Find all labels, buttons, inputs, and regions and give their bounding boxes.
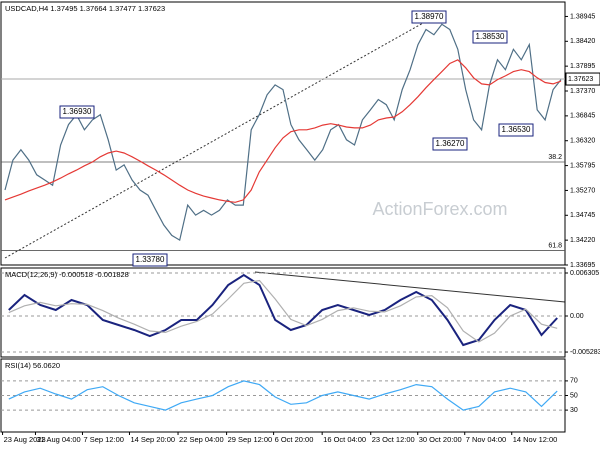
panel-frame [0, 1, 566, 266]
series-line [8, 380, 558, 411]
x-tick-label: 14 Nov 12:00 [513, 435, 558, 444]
y-tick-label: 1.38420 [570, 38, 595, 45]
x-tick-label: 30 Oct 20:00 [419, 435, 462, 444]
annotation-box [132, 253, 168, 267]
y-tick-label: 0.00 [570, 313, 584, 320]
annotation: 1.38970 [415, 12, 444, 21]
annotation-box [411, 10, 447, 24]
x-tick-label: 23 Oct 12:00 [372, 435, 415, 444]
trend-line [4, 17, 433, 259]
annotation: 1.33780 [136, 255, 165, 264]
annotation-box [472, 30, 508, 44]
macd-trend-line [254, 271, 566, 303]
y-tick-label: 1.34220 [570, 237, 595, 244]
y-tick-label: 30 [570, 407, 578, 414]
last-price-label: 1.37623 [568, 76, 593, 83]
series-line [8, 279, 558, 343]
x-tick-label: 7 Sep 12:00 [83, 435, 123, 444]
annotation: 1.36930 [63, 107, 92, 116]
fib-label: 38.2 [548, 154, 562, 161]
series-line [8, 273, 558, 347]
y-tick-label: 1.36320 [570, 138, 595, 145]
annotation-box [59, 105, 95, 119]
y-tick-label: -0.005283 [570, 349, 600, 356]
panel-title: USDCAD,H4 1.37495 1.37664 1.37477 1.3762… [5, 4, 165, 13]
annotation: 1.36270 [436, 139, 465, 148]
y-tick-label: 70 [570, 378, 578, 385]
panel-frame [0, 267, 566, 358]
x-tick-label: 16 Oct 04:00 [323, 435, 366, 444]
y-tick-label: 1.33695 [570, 262, 595, 269]
x-tick-label: 29 Sep 12:00 [228, 435, 273, 444]
annotation-box [432, 137, 468, 151]
y-tick-label: 1.37895 [570, 63, 595, 70]
annotation: 1.36530 [502, 125, 531, 134]
y-tick-label: 1.35795 [570, 162, 595, 169]
y-tick-label: 1.38945 [570, 13, 595, 20]
y-tick-label: 1.35270 [570, 187, 595, 194]
panel-title: MACD(12,26,9) -0.000518 -0.001828 [5, 270, 129, 279]
x-tick-label: 6 Oct 20:00 [275, 435, 314, 444]
x-tick-label: 14 Sep 20:00 [130, 435, 175, 444]
panel-title: RSI(14) 56.0620 [5, 361, 60, 370]
last-price-box [565, 72, 600, 86]
annotation: 1.38530 [476, 32, 505, 41]
fib-label: 61.8 [548, 242, 562, 249]
x-tick-label: 22 Sep 04:00 [179, 435, 224, 444]
series-line [4, 59, 562, 203]
x-tick-label: 31 Aug 04:00 [36, 435, 80, 444]
y-tick-label: 50 [570, 392, 578, 399]
watermark: ActionForex.com [372, 199, 507, 219]
annotation-box [498, 123, 534, 137]
x-tick-label: 7 Nov 04:00 [466, 435, 506, 444]
y-tick-label: 1.37370 [570, 88, 595, 95]
y-tick-label: 1.36845 [570, 113, 595, 120]
y-tick-label: 0.006305 [570, 270, 599, 277]
x-tick-label: 23 Aug 2023 [4, 435, 46, 444]
y-tick-label: 1.34745 [570, 212, 595, 219]
series-line [4, 23, 562, 242]
